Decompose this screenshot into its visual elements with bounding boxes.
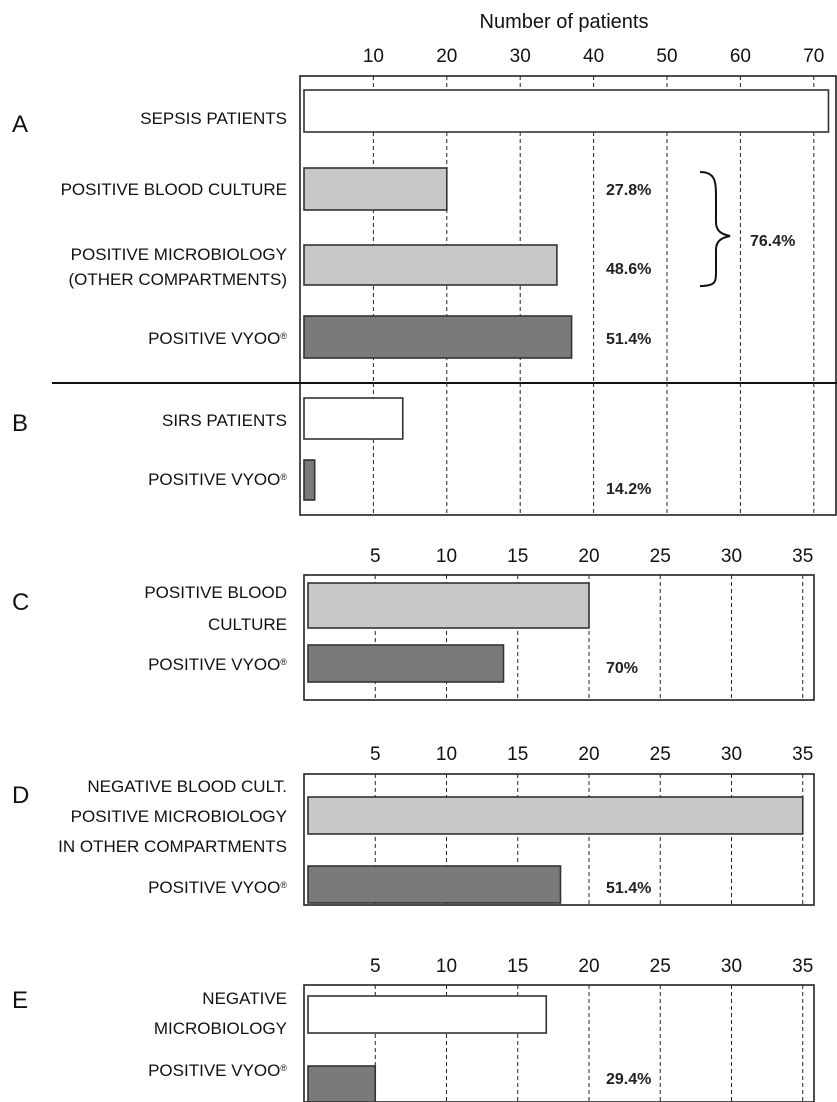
panel-letter: B <box>12 410 28 437</box>
panel-letter: C <box>12 589 29 616</box>
tick-label: 40 <box>583 46 604 67</box>
tick-label: 60 <box>730 46 751 67</box>
tick-label: 30 <box>721 546 742 567</box>
category-label: POSITIVE BLOOD <box>144 583 287 602</box>
category-label: CULTURE <box>208 615 287 634</box>
panel-frame <box>303 984 815 1102</box>
panel-ab-frame <box>299 75 837 516</box>
category-label: IN OTHER COMPARTMENTS <box>58 837 287 856</box>
tick-label: 20 <box>578 956 599 977</box>
category-label: NEGATIVE BLOOD CULT. <box>87 777 287 796</box>
tick-label: 30 <box>721 956 742 977</box>
panel-frame <box>303 773 815 906</box>
tick-label: 25 <box>650 546 671 567</box>
bar <box>303 459 316 501</box>
bar <box>307 1065 377 1102</box>
tick-label: 25 <box>650 956 671 977</box>
tick-label: 15 <box>507 744 528 765</box>
category-label: POSITIVE VYOO® <box>148 878 287 897</box>
category-label: POSITIVE VYOO® <box>148 470 287 489</box>
category-label: NEGATIVE <box>202 989 287 1008</box>
tick-label: 50 <box>656 46 677 67</box>
category-label: SEPSIS PATIENTS <box>140 109 287 128</box>
x-axis-title: Number of patients <box>480 11 649 33</box>
data-label: 51.4% <box>606 880 651 897</box>
panel-a: 10 20 30 40 50 60 70 A SEPSIS PATIENTS POSITIVE B… <box>12 46 830 381</box>
bar <box>307 796 804 835</box>
data-label: 70% <box>606 660 638 677</box>
panel-letter: A <box>12 111 28 138</box>
tick-label: 35 <box>792 956 813 977</box>
tick-label: 30 <box>721 744 742 765</box>
bar <box>303 244 558 286</box>
data-label: 29.4% <box>606 1071 651 1088</box>
tick-label: 25 <box>650 744 671 765</box>
category-label: POSITIVE MICROBIOLOGY <box>71 245 287 264</box>
tick-label: 20 <box>578 744 599 765</box>
data-label: 14.2% <box>606 481 651 498</box>
bar <box>307 995 548 1034</box>
bar <box>303 167 448 211</box>
panel-e: 5 10 15 20 25 30 35 E NEGATIVE MICROBIOLOGY POSITI… <box>12 956 815 1102</box>
tick-label: 5 <box>370 546 381 567</box>
bar <box>307 865 562 904</box>
category-label: POSITIVE BLOOD CULTURE <box>61 180 287 199</box>
bar <box>307 582 590 629</box>
brace-label: 76.4% <box>750 233 795 250</box>
tick-label: 35 <box>792 744 813 765</box>
panel-frame <box>303 574 815 701</box>
bar <box>307 644 505 683</box>
tick-label: 20 <box>436 46 457 67</box>
category-label: POSITIVE MICROBIOLOGY <box>71 807 287 826</box>
category-label: SIRS PATIENTS <box>162 411 287 430</box>
panel-letter: D <box>12 782 29 809</box>
panel-d: 5 10 15 20 25 30 35 D NEGATIVE BLOOD CULT. POSITI… <box>12 744 815 906</box>
brace <box>699 171 731 287</box>
tick-label: 35 <box>792 546 813 567</box>
category-label: (OTHER COMPARTMENTS) <box>69 270 287 289</box>
tick-label: 10 <box>436 744 457 765</box>
category-label: MICROBIOLOGY <box>154 1019 287 1038</box>
panel-b: B SIRS PATIENTS POSITIVE VYOO® 14.2% <box>12 383 815 515</box>
data-label: 48.6% <box>606 261 651 278</box>
tick-label: 15 <box>507 546 528 567</box>
tick-label: 30 <box>510 46 531 67</box>
tick-label: 10 <box>363 46 384 67</box>
category-label: POSITIVE VYOO® <box>148 655 287 674</box>
panel-letter: E <box>12 987 28 1014</box>
panel-c: 5 10 15 20 25 30 35 C POSITIVE BLOOD CULTURE POSIT… <box>12 546 815 701</box>
tick-label: 70 <box>803 46 824 67</box>
tick-label: 5 <box>370 744 381 765</box>
bar <box>303 397 404 440</box>
bar <box>303 315 573 359</box>
data-label: 27.8% <box>606 182 651 199</box>
tick-label: 10 <box>436 546 457 567</box>
bar <box>303 89 830 133</box>
tick-label: 5 <box>370 956 381 977</box>
tick-label: 10 <box>436 956 457 977</box>
data-label: 51.4% <box>606 331 651 348</box>
category-label: POSITIVE VYOO® <box>148 329 287 348</box>
tick-label: 15 <box>507 956 528 977</box>
tick-label: 20 <box>578 546 599 567</box>
category-label: POSITIVE VYOO® <box>148 1061 287 1080</box>
